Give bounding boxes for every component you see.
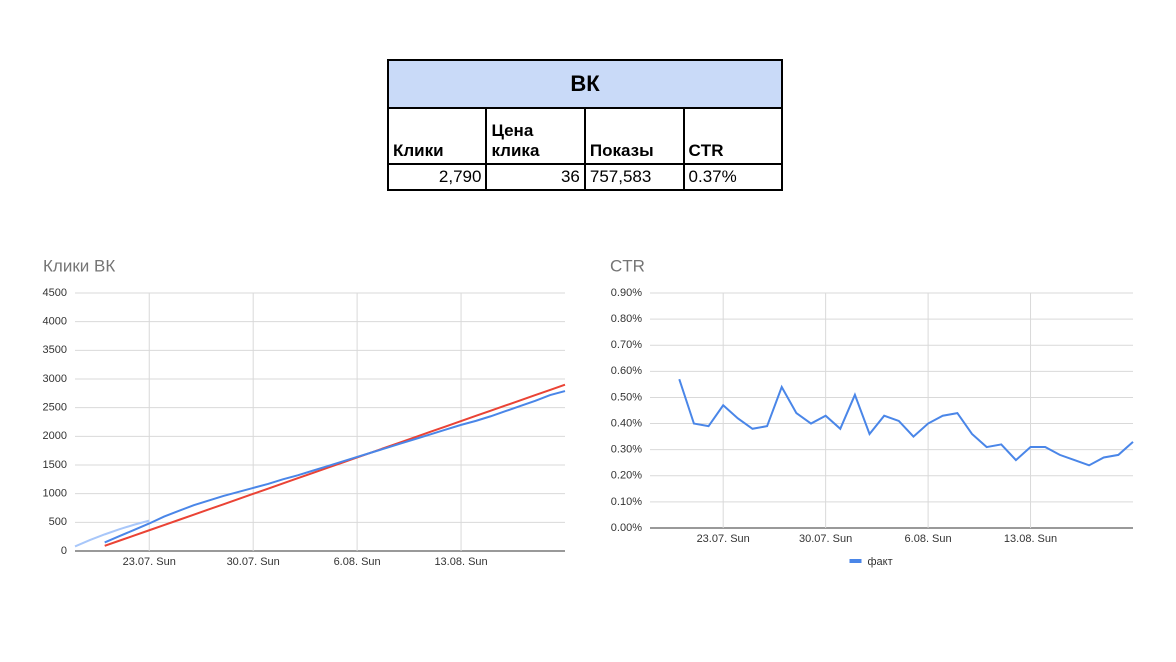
x-tick-label: 30.07. Sun — [799, 533, 852, 545]
y-tick-label: 0.80% — [611, 313, 642, 325]
x-tick-label: 13.08. Sun — [1004, 533, 1057, 545]
chart-title: Клики ВК — [43, 256, 115, 275]
column-header: Клики — [386, 107, 488, 165]
line-series — [104, 383, 566, 547]
y-tick-label: 2000 — [43, 430, 67, 442]
line-series — [678, 378, 1134, 467]
column-header: CTR — [682, 107, 784, 165]
y-tick-label: 500 — [49, 516, 67, 528]
y-tick-label: 0 — [61, 545, 67, 557]
y-tick-label: 0.20% — [611, 470, 642, 482]
y-tick-label: 0.90% — [611, 287, 642, 299]
summary-table: ВК Клики Цена клика Показы CTR 2,790 36 … — [386, 59, 784, 191]
x-tick-label: 13.08. Sun — [434, 556, 487, 568]
legend-swatch — [849, 559, 862, 563]
x-tick-label: 30.07. Sun — [227, 556, 280, 568]
x-tick-label: 6.08. Sun — [905, 533, 952, 545]
y-tick-label: 0.60% — [611, 365, 642, 377]
x-tick-label: 6.08. Sun — [334, 556, 381, 568]
y-tick-label: 0.50% — [611, 391, 642, 403]
table-title: ВК — [387, 59, 783, 109]
y-tick-label: 3500 — [43, 344, 67, 356]
y-tick-label: 0.10% — [611, 496, 642, 508]
y-tick-label: 0.00% — [611, 522, 642, 534]
y-tick-label: 1000 — [43, 488, 67, 500]
y-tick-label: 0.30% — [611, 444, 642, 456]
y-tick-label: 4500 — [43, 287, 67, 299]
y-tick-label: 0.70% — [611, 339, 642, 351]
y-tick-label: 4000 — [43, 316, 67, 328]
y-tick-label: 0.40% — [611, 417, 642, 429]
cell: 757,583 — [583, 163, 685, 191]
y-tick-label: 2500 — [43, 402, 67, 414]
y-tick-label: 1500 — [43, 459, 67, 471]
chart-title: CTR — [610, 256, 645, 275]
x-tick-label: 23.07. Sun — [123, 556, 176, 568]
legend-label: факт — [868, 556, 893, 568]
column-header: Цена клика — [485, 107, 586, 165]
line-series — [74, 519, 150, 548]
cell: 0.37% — [682, 163, 784, 191]
y-tick-label: 3000 — [43, 373, 67, 385]
line-series — [104, 390, 566, 544]
cell: 36 — [485, 163, 586, 191]
column-header: Показы — [583, 107, 685, 165]
cell: 2,790 — [386, 163, 488, 191]
x-tick-label: 23.07. Sun — [697, 533, 750, 545]
